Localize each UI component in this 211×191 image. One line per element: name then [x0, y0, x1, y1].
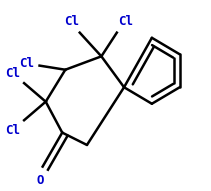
- Text: Cl: Cl: [5, 67, 20, 80]
- Text: Cl: Cl: [64, 15, 79, 28]
- Text: Cl: Cl: [119, 15, 134, 28]
- Text: O: O: [37, 173, 44, 186]
- Text: Cl: Cl: [5, 124, 20, 137]
- Text: Cl: Cl: [19, 57, 34, 70]
